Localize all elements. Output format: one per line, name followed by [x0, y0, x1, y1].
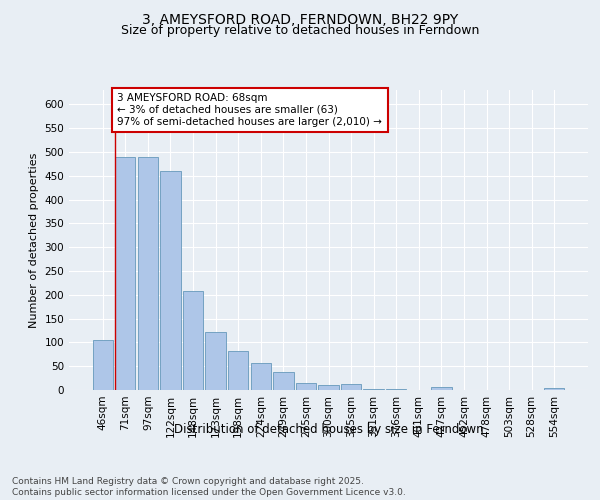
Bar — [205, 332, 226, 390]
Bar — [386, 389, 406, 390]
Bar — [431, 387, 452, 390]
Text: Distribution of detached houses by size in Ferndown: Distribution of detached houses by size … — [174, 422, 484, 436]
Bar — [228, 351, 248, 390]
Bar — [273, 372, 293, 390]
Text: Contains HM Land Registry data © Crown copyright and database right 2025.
Contai: Contains HM Land Registry data © Crown c… — [12, 478, 406, 497]
Bar — [364, 389, 384, 390]
Bar — [183, 292, 203, 390]
Bar — [296, 384, 316, 390]
Bar — [92, 340, 113, 390]
Bar — [341, 384, 361, 390]
Text: 3 AMEYSFORD ROAD: 68sqm
← 3% of detached houses are smaller (63)
97% of semi-det: 3 AMEYSFORD ROAD: 68sqm ← 3% of detached… — [118, 94, 382, 126]
Y-axis label: Number of detached properties: Number of detached properties — [29, 152, 39, 328]
Bar — [319, 385, 338, 390]
Bar — [160, 171, 181, 390]
Text: Size of property relative to detached houses in Ferndown: Size of property relative to detached ho… — [121, 24, 479, 37]
Text: 3, AMEYSFORD ROAD, FERNDOWN, BH22 9PY: 3, AMEYSFORD ROAD, FERNDOWN, BH22 9PY — [142, 12, 458, 26]
Bar — [544, 388, 565, 390]
Bar — [115, 156, 136, 390]
Bar — [251, 363, 271, 390]
Bar — [138, 156, 158, 390]
